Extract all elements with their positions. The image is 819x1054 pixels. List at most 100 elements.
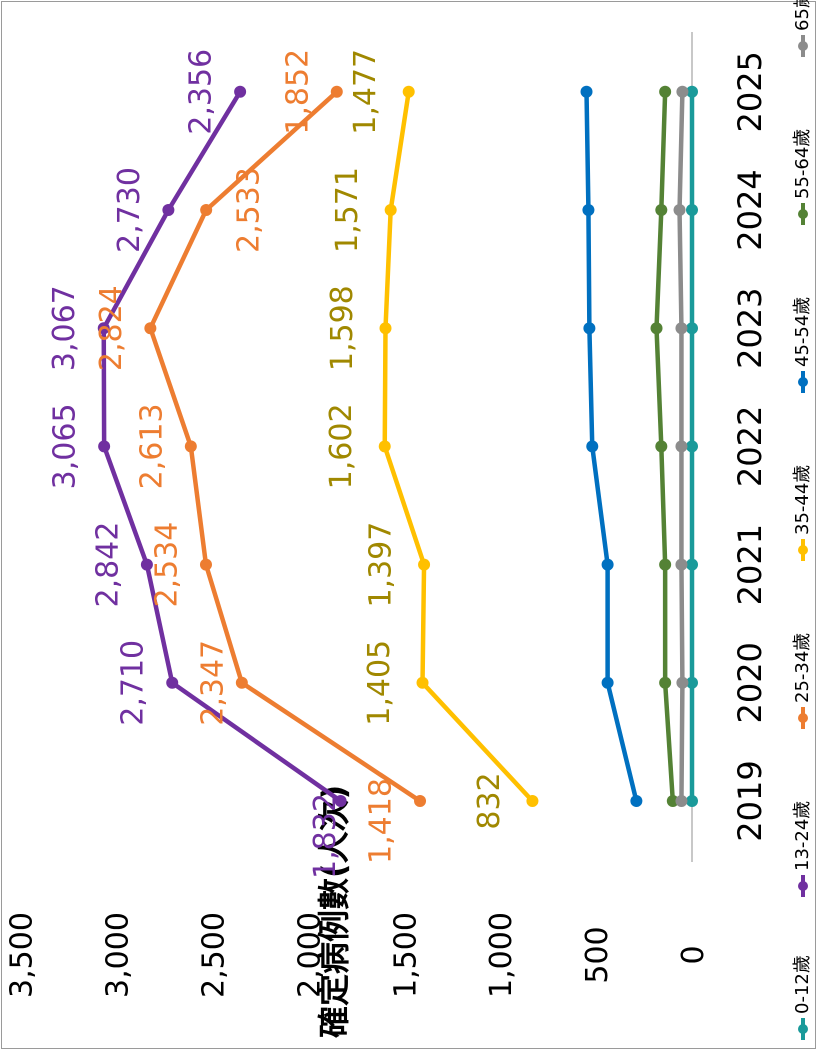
data-point	[200, 204, 213, 216]
data-label: 2,613	[134, 403, 169, 489]
x-tick-label: 2021	[731, 524, 769, 605]
legend-item: 25-34歲	[792, 633, 813, 729]
data-point	[686, 204, 698, 216]
data-point	[601, 558, 614, 571]
data-label: 832	[472, 772, 507, 829]
y-tick-label: 3,500	[5, 912, 40, 998]
data-point	[659, 676, 672, 689]
data-point	[675, 795, 688, 807]
data-point	[235, 676, 248, 689]
data-point	[582, 204, 595, 216]
x-tick-label: 2022	[731, 406, 769, 487]
legend-label: 35-44歲	[792, 465, 813, 535]
legend-marker	[798, 377, 808, 387]
legend-item: 0-12歲	[792, 955, 813, 1040]
data-label: 1,832	[308, 793, 343, 879]
data-label: 2,356	[184, 49, 219, 135]
data-point	[659, 558, 672, 571]
y-tick-label: 2,500	[197, 912, 232, 998]
data-point	[650, 322, 663, 335]
data-label: 2,730	[112, 167, 147, 253]
series-65歲以上	[673, 85, 689, 807]
legend-label: 65歲以上	[792, 0, 813, 31]
data-label: 1,598	[325, 285, 360, 371]
data-label: 3,067	[47, 285, 82, 371]
data-point	[659, 85, 672, 98]
data-label: 1,571	[330, 167, 365, 253]
legend-marker	[798, 881, 808, 891]
series-0-12歲	[686, 85, 698, 807]
data-label: 2,710	[116, 640, 151, 726]
data-point	[675, 440, 688, 453]
data-point	[586, 440, 599, 453]
data-label: 1,418	[364, 778, 399, 864]
data-point	[526, 795, 539, 807]
data-point	[140, 558, 153, 571]
legend-label: 25-34歲	[792, 633, 813, 703]
data-point	[379, 322, 392, 335]
data-point	[630, 795, 643, 807]
legend-marker	[798, 1024, 808, 1034]
legend-item: 35-44歲	[792, 465, 813, 561]
y-axis-title-text: 確定病例數(人次)	[315, 785, 353, 1038]
data-point	[144, 322, 157, 335]
data-point	[378, 440, 391, 453]
data-label: 2,347	[195, 640, 230, 726]
data-point	[666, 795, 679, 807]
data-label: 1,852	[280, 49, 315, 135]
data-point	[583, 322, 596, 335]
legend-marker	[798, 209, 808, 219]
data-point	[418, 558, 431, 571]
data-label: 2,824	[94, 285, 129, 371]
y-axis-title: 確定病例數(人次)	[315, 785, 353, 1038]
data-point	[686, 558, 698, 571]
data-point	[414, 795, 427, 807]
x-tick-label: 2024	[731, 169, 769, 250]
data-label: 1,405	[362, 640, 397, 726]
data-point	[655, 204, 668, 216]
legend-item: 65歲以上	[792, 0, 813, 57]
data-point	[234, 85, 247, 98]
series-55-64歲	[650, 85, 679, 807]
data-point	[384, 204, 397, 216]
data-point	[686, 85, 698, 98]
data-point	[402, 85, 415, 98]
data-point	[686, 676, 698, 689]
data-point	[673, 204, 686, 216]
legend: 0-12歲 13-24歲 25-34歲 35-44歲 45-54歲 55-64歲 65歲以上	[792, 0, 813, 1040]
x-tick-label: 2023	[731, 287, 769, 368]
data-point	[675, 558, 688, 571]
data-label: 2,533	[232, 167, 267, 253]
legend-marker	[798, 713, 808, 723]
data-point	[166, 676, 179, 689]
legend-item: 45-54歲	[792, 297, 813, 393]
y-tick-label: 3,000	[101, 912, 136, 998]
x-tick-label: 2025	[731, 51, 769, 132]
data-point	[686, 322, 698, 335]
data-point	[97, 322, 110, 335]
data-label: 1,397	[364, 522, 399, 608]
data-label: 1,477	[348, 49, 383, 135]
data-point	[162, 204, 175, 216]
legend-label: 45-54歲	[792, 297, 813, 367]
legend-marker	[798, 545, 808, 555]
legend-label: 0-12歲	[792, 955, 813, 1014]
plot-area: 3,500 3,000 2,500 2,000 1,500 1,000 500 0 2019 20…	[5, 0, 813, 1040]
data-point	[675, 322, 688, 335]
data-point	[334, 795, 347, 807]
legend-marker	[798, 41, 808, 51]
y-tick-label: 500	[580, 926, 615, 983]
series-45-54歲	[580, 85, 643, 807]
data-point	[580, 85, 593, 98]
data-point	[98, 440, 111, 453]
data-point	[199, 558, 212, 571]
legend-label: 13-24歲	[792, 801, 813, 871]
data-point	[655, 440, 668, 453]
legend-item: 55-64歲	[792, 129, 813, 225]
y-tick-label: 0	[676, 945, 711, 964]
